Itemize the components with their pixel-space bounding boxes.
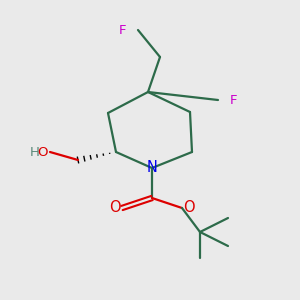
Text: N: N — [147, 160, 158, 175]
Text: O: O — [38, 146, 48, 158]
Text: O: O — [183, 200, 195, 215]
Text: H: H — [30, 146, 40, 158]
Text: F: F — [230, 94, 238, 106]
Text: F: F — [118, 23, 126, 37]
Text: O: O — [109, 200, 121, 215]
